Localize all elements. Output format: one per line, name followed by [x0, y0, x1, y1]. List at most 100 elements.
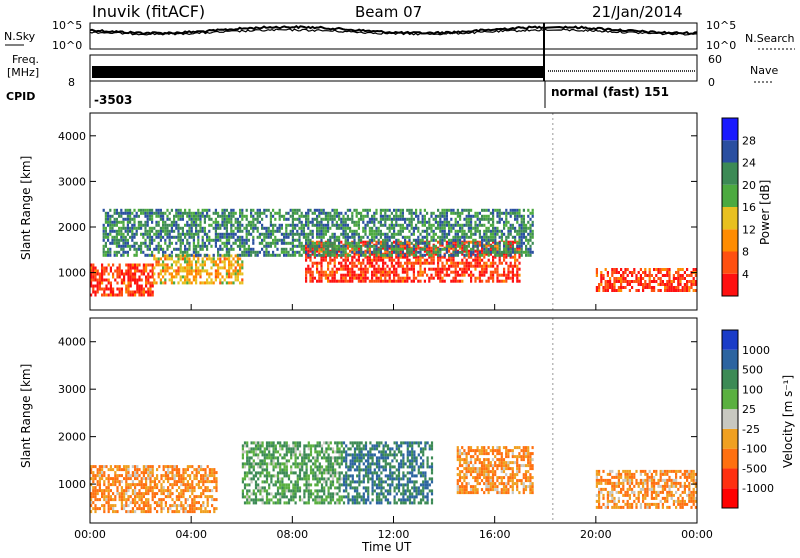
heatmap-cell — [349, 277, 351, 280]
heatmap-cell — [191, 263, 193, 266]
heatmap-cell — [186, 242, 188, 245]
heatmap-cell — [110, 282, 112, 285]
heatmap-cell — [92, 489, 94, 492]
heatmap-cell — [196, 507, 198, 510]
heatmap-cell — [264, 459, 266, 462]
heatmap-cell — [455, 236, 457, 239]
heatmap-cell — [123, 477, 125, 480]
heatmap-cell — [114, 224, 116, 227]
heatmap-cell — [684, 283, 686, 286]
heatmap-cell — [230, 272, 232, 275]
heatmap-cell — [492, 259, 494, 262]
heatmap-cell — [151, 242, 153, 245]
heatmap-cell — [105, 242, 107, 245]
heatmap-cell — [147, 218, 149, 221]
heatmap-cell — [507, 274, 509, 277]
heatmap-cell — [180, 251, 182, 254]
heatmap-cell — [261, 212, 263, 215]
heatmap-cell — [496, 277, 498, 280]
heatmap-cell — [248, 251, 250, 254]
heatmap-cell — [316, 227, 318, 230]
heatmap-cell — [112, 276, 114, 279]
heatmap-cell — [331, 218, 333, 221]
heatmap-cell — [347, 495, 349, 498]
heatmap-cell — [279, 227, 281, 230]
heatmap-cell — [356, 453, 358, 456]
heatmap-cell — [298, 221, 300, 224]
heatmap-cell — [470, 277, 472, 280]
heatmap-cell — [441, 242, 443, 245]
heatmap-cell — [527, 215, 529, 218]
heatmap-cell — [111, 230, 113, 233]
heatmap-cell — [94, 477, 96, 480]
heatmap-cell — [101, 273, 103, 276]
heatmap-cell — [109, 248, 111, 251]
heatmap-cell — [164, 254, 166, 257]
heatmap-cell — [120, 221, 122, 224]
heatmap-cell — [321, 447, 323, 450]
heatmap-cell — [284, 468, 286, 471]
heatmap-cell — [356, 212, 358, 215]
heatmap-cell — [99, 480, 101, 483]
heatmap-cell — [169, 489, 171, 492]
heatmap-cell — [166, 254, 168, 257]
heatmap-cell — [393, 227, 395, 230]
heatmap-cell — [252, 227, 254, 230]
heatmap-cell — [356, 209, 358, 212]
heatmap-cell — [163, 489, 165, 492]
heatmap-cell — [199, 218, 201, 221]
heatmap-cell — [149, 486, 151, 489]
heatmap-cell — [334, 218, 336, 221]
heatmap-cell — [521, 236, 523, 239]
heatmap-cell — [373, 215, 375, 218]
heatmap-cell — [353, 233, 355, 236]
heatmap-cell — [123, 498, 125, 501]
heatmap-cell — [127, 282, 129, 285]
heatmap-cell — [446, 248, 448, 251]
heatmap-cell — [375, 268, 377, 271]
heatmap-cell — [136, 254, 138, 257]
heatmap-cell — [303, 245, 305, 248]
heatmap-cell — [241, 254, 243, 257]
heatmap-cell — [352, 453, 354, 456]
heatmap-cell — [350, 465, 352, 468]
heatmap-cell — [312, 218, 314, 221]
heatmap-cell — [682, 274, 684, 277]
heatmap-cell — [132, 267, 134, 270]
heatmap-cell — [525, 245, 527, 248]
heatmap-cell — [221, 236, 223, 239]
heatmap-cell — [532, 215, 534, 218]
heatmap-cell — [422, 262, 424, 265]
heatmap-cell — [204, 474, 206, 477]
heatmap-cell — [132, 294, 134, 297]
heatmap-cell — [186, 254, 188, 257]
heatmap-cell — [114, 510, 116, 513]
heatmap-cell — [340, 265, 342, 268]
heatmap-cell — [367, 268, 369, 271]
heatmap-cell — [251, 480, 253, 483]
heatmap-cell — [99, 474, 101, 477]
heatmap-cell — [651, 286, 653, 289]
heatmap-cell — [345, 268, 347, 271]
heatmap-cell — [404, 280, 406, 283]
heatmap-cell — [149, 230, 151, 233]
heatmap-cell — [428, 251, 430, 254]
heatmap-cell — [620, 274, 622, 277]
heatmap-cell — [301, 215, 303, 218]
heatmap-cell — [294, 227, 296, 230]
heatmap-cell — [417, 215, 419, 218]
heatmap-cell — [518, 209, 520, 212]
heatmap-cell — [197, 251, 199, 254]
heatmap-cell — [184, 260, 186, 263]
heatmap-cell — [127, 233, 129, 236]
heatmap-cell — [382, 218, 384, 221]
heatmap-cell — [103, 471, 105, 474]
heatmap-cell — [158, 480, 160, 483]
heatmap-cell — [527, 248, 529, 251]
heatmap-cell — [494, 230, 496, 233]
heatmap-cell — [210, 239, 212, 242]
heatmap-cell — [472, 259, 474, 262]
heatmap-cell — [134, 291, 136, 294]
heatmap-cell — [450, 218, 452, 221]
heatmap-cell — [457, 242, 459, 245]
